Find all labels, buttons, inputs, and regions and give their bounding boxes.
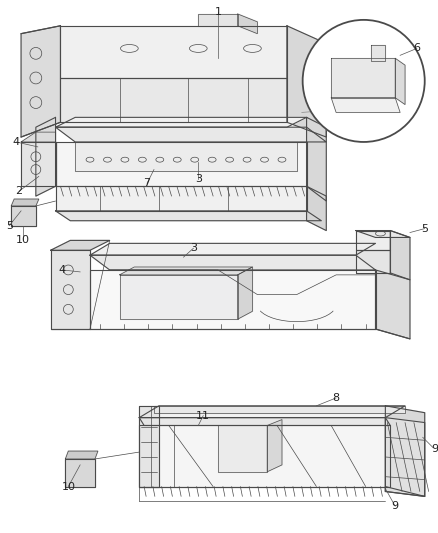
Polygon shape (65, 459, 95, 487)
Polygon shape (65, 451, 98, 459)
Circle shape (303, 20, 425, 142)
Polygon shape (385, 406, 425, 496)
Polygon shape (307, 186, 326, 231)
Polygon shape (139, 418, 390, 425)
Text: 4: 4 (13, 137, 20, 147)
Text: 10: 10 (16, 236, 30, 245)
Polygon shape (139, 406, 159, 487)
Polygon shape (90, 244, 375, 255)
Polygon shape (21, 142, 56, 186)
Polygon shape (356, 231, 390, 251)
Polygon shape (238, 14, 258, 34)
Polygon shape (390, 231, 410, 280)
Text: 1: 1 (215, 7, 222, 17)
Polygon shape (60, 26, 287, 78)
Polygon shape (331, 98, 400, 112)
Text: 11: 11 (196, 410, 210, 421)
Text: 2: 2 (15, 186, 23, 196)
Polygon shape (356, 231, 410, 238)
Polygon shape (287, 26, 326, 137)
Text: 5: 5 (421, 224, 428, 233)
Polygon shape (238, 267, 252, 319)
Text: 10: 10 (61, 481, 75, 491)
Text: 3: 3 (190, 243, 197, 253)
Polygon shape (36, 117, 56, 196)
Polygon shape (356, 251, 390, 273)
Polygon shape (139, 425, 390, 487)
Polygon shape (267, 419, 282, 472)
Polygon shape (120, 275, 238, 319)
Polygon shape (385, 418, 425, 496)
Polygon shape (75, 142, 297, 172)
Polygon shape (56, 211, 321, 221)
Polygon shape (56, 142, 307, 186)
Polygon shape (11, 199, 39, 206)
Polygon shape (56, 127, 326, 142)
Polygon shape (307, 117, 326, 201)
Text: 7: 7 (144, 179, 151, 188)
Polygon shape (21, 132, 56, 142)
Text: 8: 8 (332, 393, 340, 403)
Polygon shape (90, 270, 375, 329)
Text: 5: 5 (6, 221, 13, 231)
Text: 9: 9 (392, 501, 399, 511)
Polygon shape (90, 255, 375, 270)
Polygon shape (60, 78, 287, 122)
Polygon shape (56, 186, 307, 211)
Polygon shape (154, 406, 405, 413)
Text: 4: 4 (59, 265, 66, 275)
Polygon shape (218, 425, 267, 472)
Polygon shape (139, 406, 405, 418)
Text: 9: 9 (431, 444, 438, 454)
Polygon shape (198, 14, 238, 26)
Polygon shape (11, 206, 36, 225)
Polygon shape (375, 270, 410, 339)
Polygon shape (56, 117, 307, 127)
Polygon shape (51, 251, 90, 329)
Polygon shape (331, 58, 395, 98)
Polygon shape (120, 267, 252, 275)
Polygon shape (21, 26, 60, 137)
Polygon shape (395, 58, 405, 104)
Text: 3: 3 (195, 174, 202, 184)
Polygon shape (371, 45, 385, 61)
Polygon shape (51, 240, 110, 251)
Text: 6: 6 (413, 43, 420, 53)
